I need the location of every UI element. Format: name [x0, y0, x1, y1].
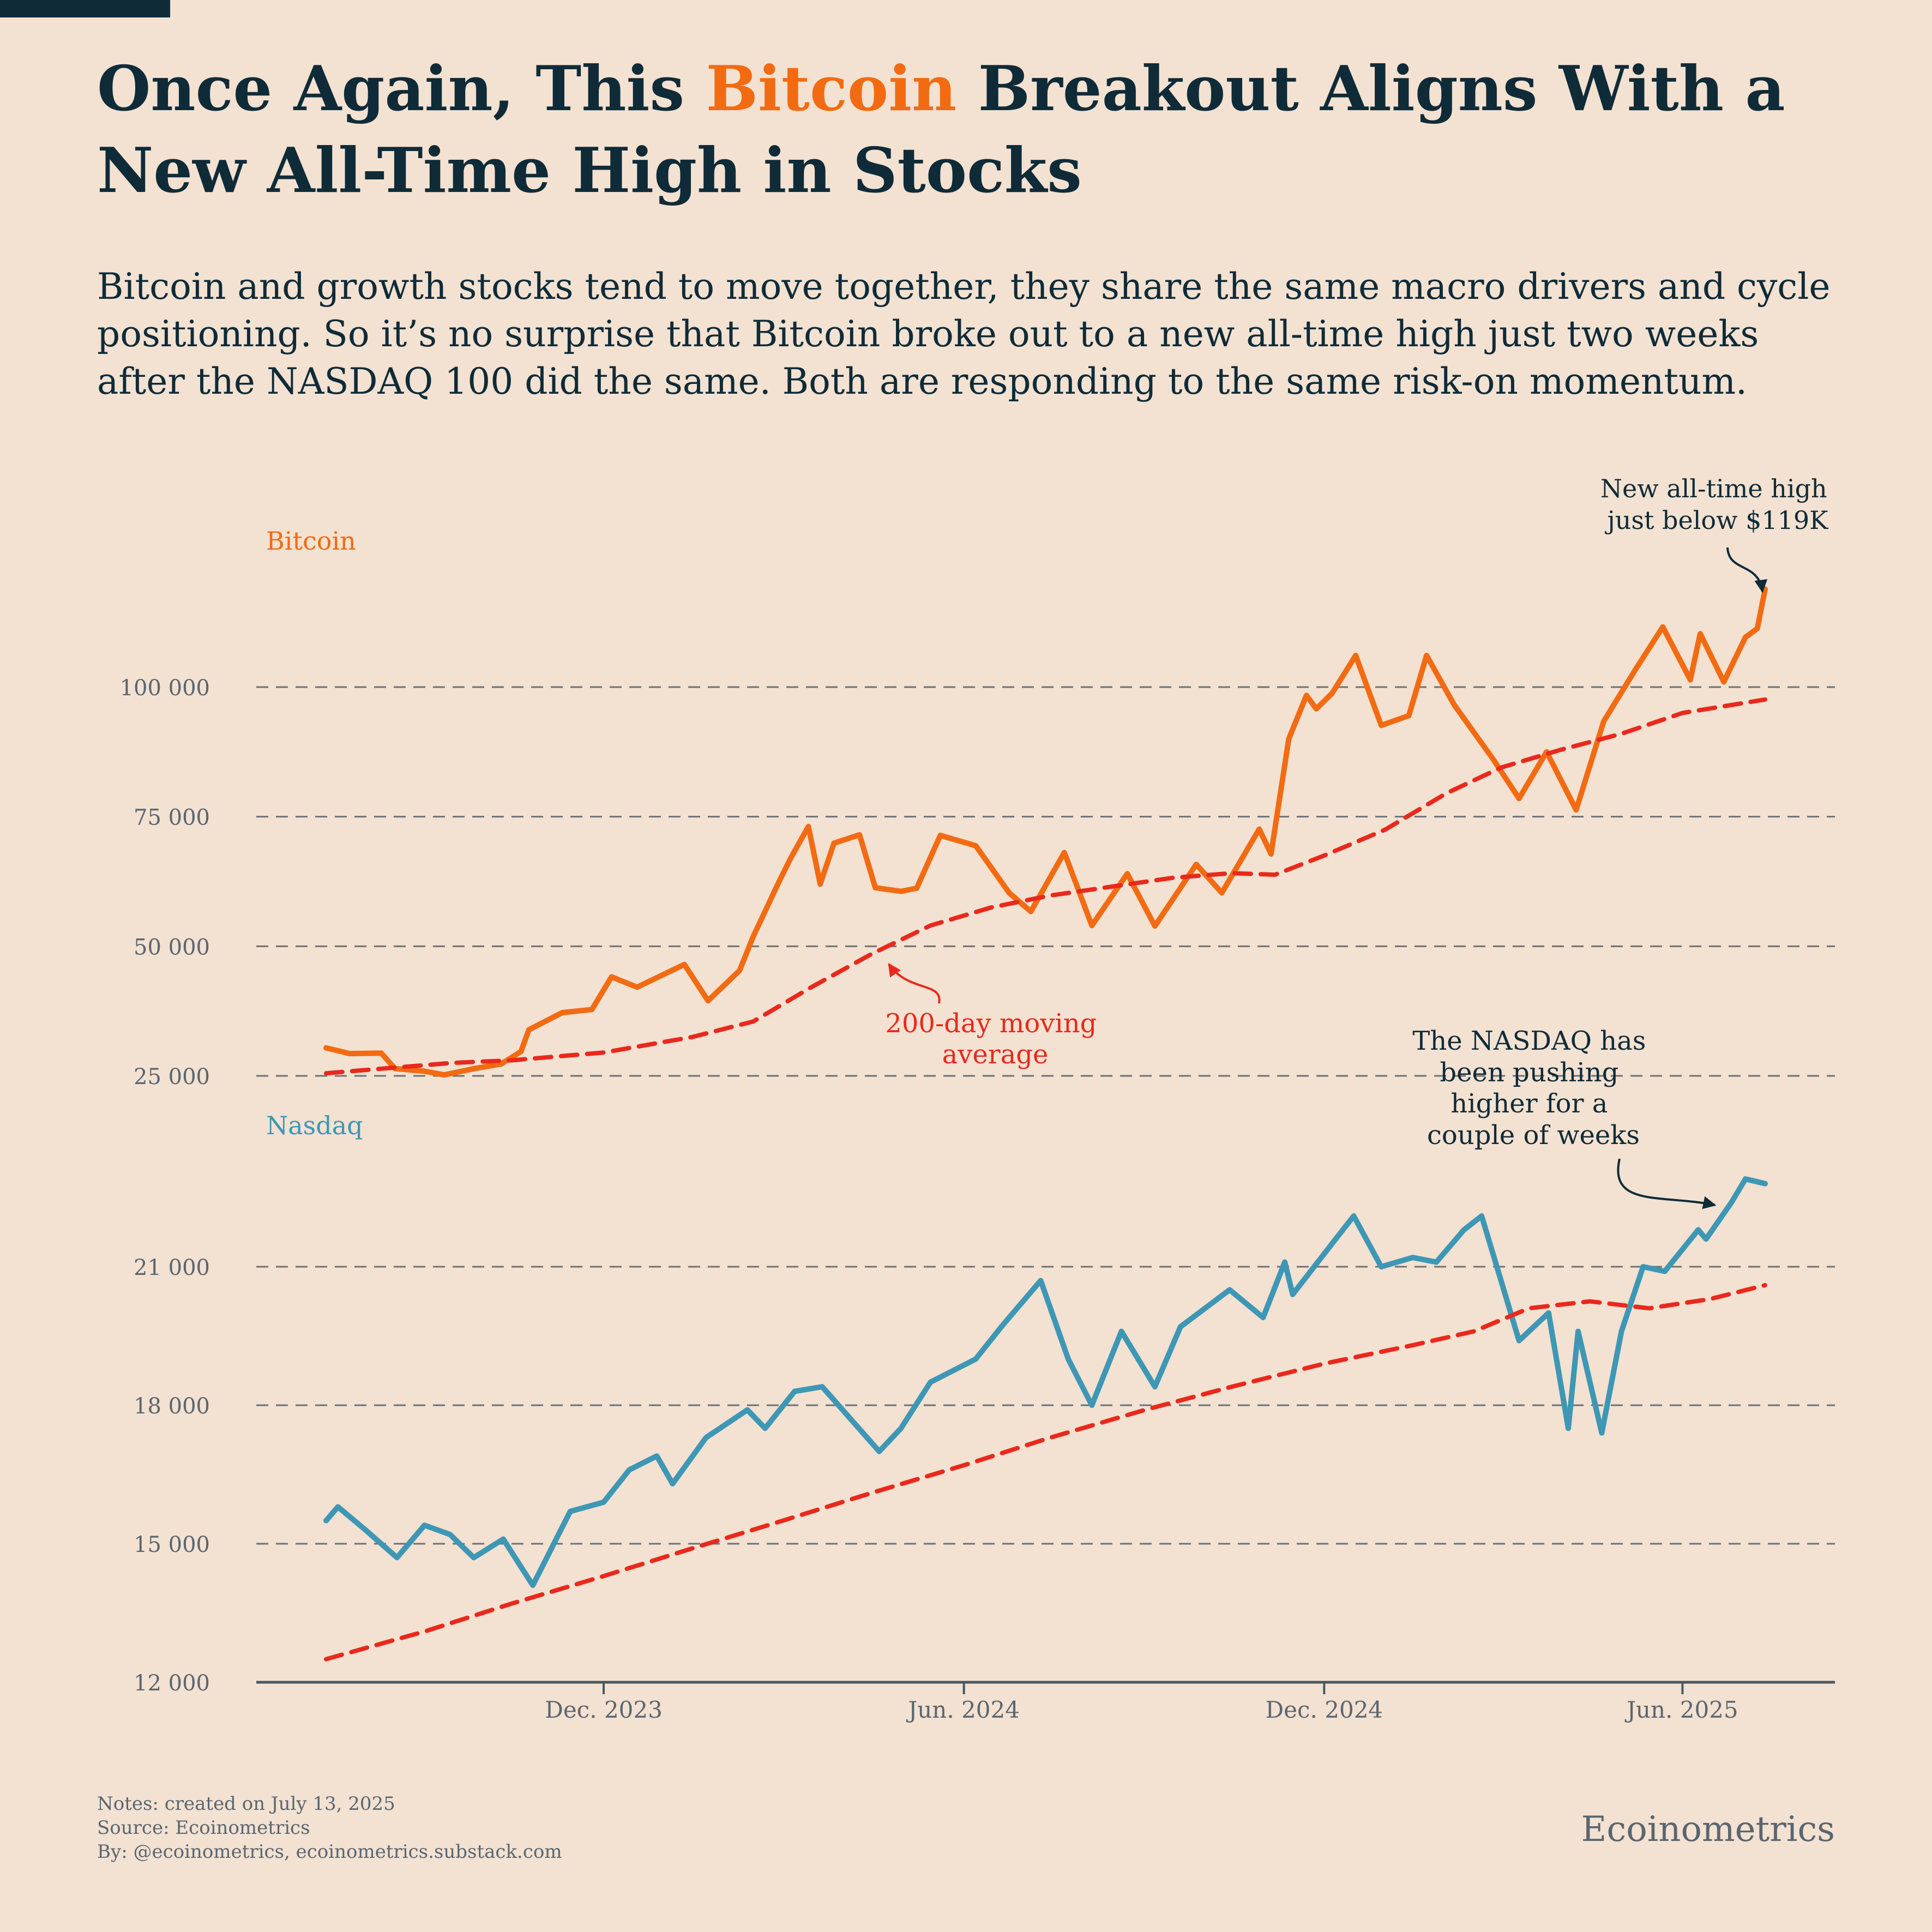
- grid-layer: [256, 686, 1835, 1684]
- source-line: Source: Ecoinometrics: [97, 1817, 310, 1839]
- nasdaq-moving-average-line: [324, 1283, 1767, 1662]
- nasdaq-annotation-arrow: [1617, 1158, 1717, 1209]
- x-tick-label: Dec. 2024: [1266, 1696, 1383, 1723]
- nasdaq-panel-label: Nasdaq: [266, 1111, 363, 1140]
- page-subtitle: Bitcoin and growth stocks tend to move t…: [97, 266, 1831, 402]
- bitcoin-panel-label: Bitcoin: [266, 526, 356, 556]
- byline: By: @ecoinometrics, ecoinometrics.substa…: [97, 1841, 562, 1863]
- x-tick-label: Jun. 2024: [906, 1696, 1020, 1723]
- y-tick-label: 100 000: [120, 676, 210, 701]
- x-tick-label: Jun. 2025: [1624, 1696, 1738, 1723]
- label-layer: 25 000 50 000 75 000 100 000 Bitcoin 12 000 15…: [120, 526, 1738, 1723]
- footer-notes: Notes: created on July 13, 2025 Source: …: [97, 1792, 562, 1864]
- ath-annotation: New all-time high just below $119K: [1600, 474, 1835, 535]
- page-title: Once Again, This Bitcoin Breakout Aligns…: [97, 48, 1858, 212]
- bitcoin-moving-average-line: [324, 697, 1767, 1076]
- ath-annotation-arrow: [1726, 547, 1768, 593]
- y-tick-label: 18 000: [134, 1394, 210, 1419]
- ma-annotation: 200-day moving average: [885, 1008, 1105, 1070]
- y-tick-label: 12 000: [134, 1671, 210, 1696]
- y-tick-label: 21 000: [134, 1255, 210, 1280]
- title-part-1: Once Again, This: [97, 52, 706, 125]
- title-accent-word: Bitcoin: [706, 52, 957, 125]
- x-tick-label: Dec. 2023: [545, 1696, 663, 1723]
- corner-accent-bar: [0, 0, 170, 17]
- series-layer: [323, 586, 1768, 1662]
- title-part-2: Breakout Aligns With a New All-Time High…: [97, 52, 1785, 207]
- nasdaq-annotation: The NASDAQ has been pushing higher for a…: [1412, 1026, 1654, 1151]
- y-tick-label: 75 000: [134, 805, 210, 830]
- notes-line: Notes: created on July 13, 2025: [97, 1793, 395, 1815]
- ma-annotation-arrow: [888, 963, 941, 1004]
- brand-logo-text: Ecoinometrics: [1581, 1809, 1835, 1850]
- y-tick-label: 25 000: [134, 1064, 210, 1090]
- y-tick-label: 50 000: [134, 935, 210, 960]
- y-tick-label: 15 000: [134, 1532, 210, 1557]
- bitcoin-price-line: [323, 586, 1768, 1078]
- nasdaq-price-line: [323, 1176, 1768, 1588]
